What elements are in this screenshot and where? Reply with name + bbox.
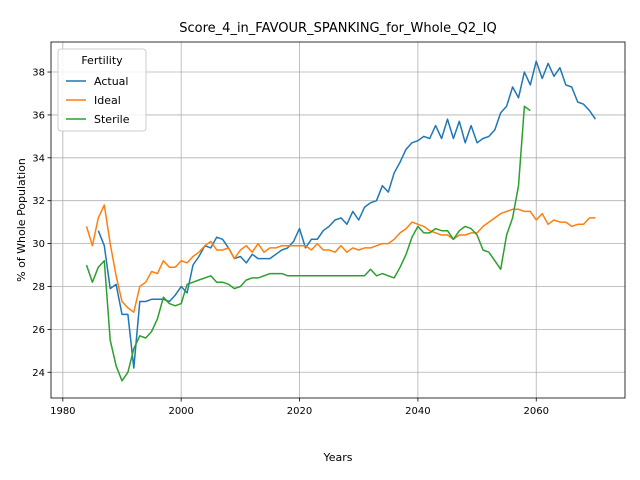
x-tick-label: 2060 [524,406,549,417]
x-tick-label: 2040 [405,406,430,417]
series-line-actual [97,60,597,369]
y-tick-label: 28 [32,282,45,293]
x-axis-ticks: 1980 2000 2020 2040 2060 [50,398,549,417]
y-axis-label: % of Whole Population [15,158,28,282]
legend-label-ideal: Ideal [94,94,121,107]
plot-frame [50,41,626,399]
x-tick-label: 2000 [168,406,193,417]
y-tick-label: 36 [32,110,45,121]
y-axis-ticks: 24 26 28 30 32 34 36 38 [32,68,51,379]
chart-title: Score_4_in_FAVOUR_SPANKING_for_Whole_Q2_… [179,21,496,36]
legend-label-sterile: Sterile [94,113,130,126]
x-tick-label: 1980 [50,406,75,417]
x-tick-label: 2020 [287,406,312,417]
series-line-sterile [85,105,531,382]
y-tick-label: 34 [32,153,45,164]
series-lines [85,60,597,382]
y-tick-label: 30 [32,239,45,250]
x-axis-label: Years [322,451,352,464]
y-tick-label: 24 [32,368,45,379]
y-tick-label: 38 [32,68,45,79]
legend-title: Fertility [81,54,123,67]
series-line-ideal [85,204,596,313]
y-tick-label: 32 [32,196,45,207]
legend-label-actual: Actual [94,75,128,88]
y-tick-label: 26 [32,325,45,336]
legend-box [57,48,147,132]
grid-lines [51,42,625,398]
legend: Fertility Actual Ideal Sterile [57,48,147,132]
